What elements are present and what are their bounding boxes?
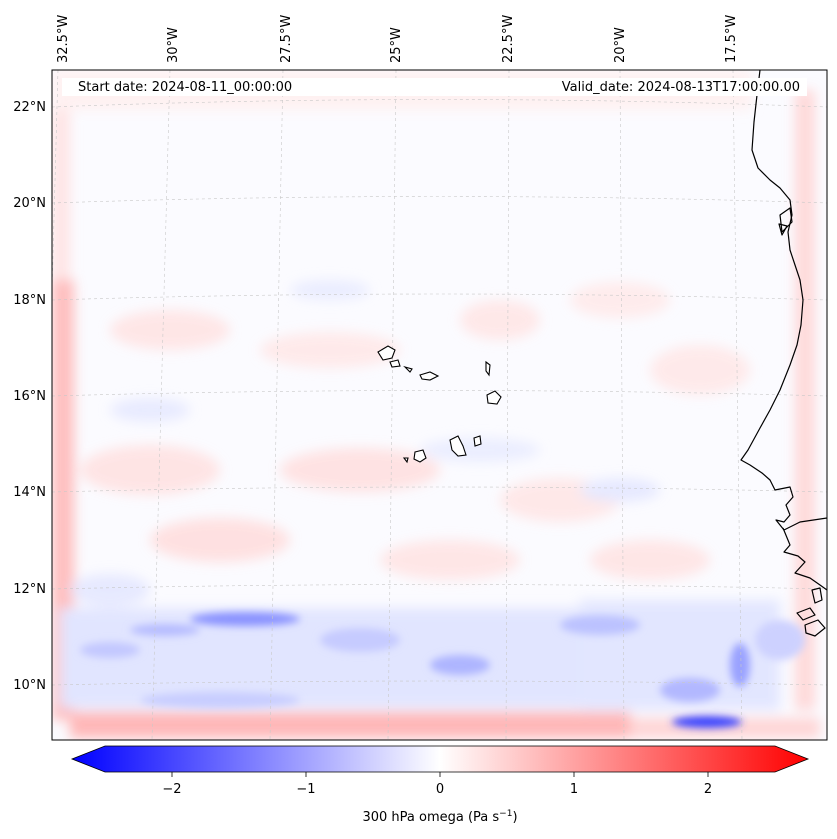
lat-label: 18°N — [13, 293, 46, 308]
graticule — [52, 70, 827, 740]
header-band — [62, 78, 807, 96]
lat-label: 16°N — [13, 389, 46, 404]
lon-label: 22.5°W — [501, 15, 516, 63]
lon-label: 30°W — [166, 27, 181, 63]
colorbar: −2 −1 0 1 2 300 hPa omega (Pa s−1) — [70, 745, 810, 825]
colorbar-tick-label: 1 — [570, 782, 578, 797]
lat-label: 12°N — [13, 582, 46, 597]
valid-date-label: Valid_date: 2024-08-13T17:00:00.00 — [562, 80, 800, 95]
colorbar-tick-label: −1 — [296, 782, 315, 797]
colorbar-label: 300 hPa omega (Pa s−1) — [362, 809, 517, 825]
lat-label: 14°N — [13, 485, 46, 500]
colorbar-ticks: −2 −1 0 1 2 — [162, 772, 712, 797]
lat-label: 22°N — [13, 100, 46, 115]
colorbar-tick-label: −2 — [162, 782, 181, 797]
longitude-labels: 32.5°W 30°W 27.5°W 25°W 22.5°W 20°W 17.5… — [56, 15, 739, 63]
map-frame — [51, 69, 828, 741]
lon-label: 20°W — [613, 27, 628, 63]
latitude-labels: 22°N 20°N 18°N 16°N 14°N 12°N 10°N — [13, 100, 46, 693]
islands — [377, 345, 502, 464]
lon-label: 27.5°W — [279, 15, 294, 63]
coastline — [740, 70, 827, 637]
lon-label: 25°W — [389, 27, 404, 63]
colorbar-gradient — [70, 745, 810, 773]
lat-label: 10°N — [13, 678, 46, 693]
omega-field — [52, 70, 827, 740]
lon-label: 17.5°W — [724, 15, 739, 63]
lat-label: 20°N — [13, 196, 46, 211]
colorbar-tick-label: 2 — [704, 782, 712, 797]
start-date-label: Start date: 2024-08-11_00:00:00 — [78, 80, 292, 95]
lon-label: 32.5°W — [56, 15, 71, 63]
colorbar-tick-label: 0 — [436, 782, 444, 797]
